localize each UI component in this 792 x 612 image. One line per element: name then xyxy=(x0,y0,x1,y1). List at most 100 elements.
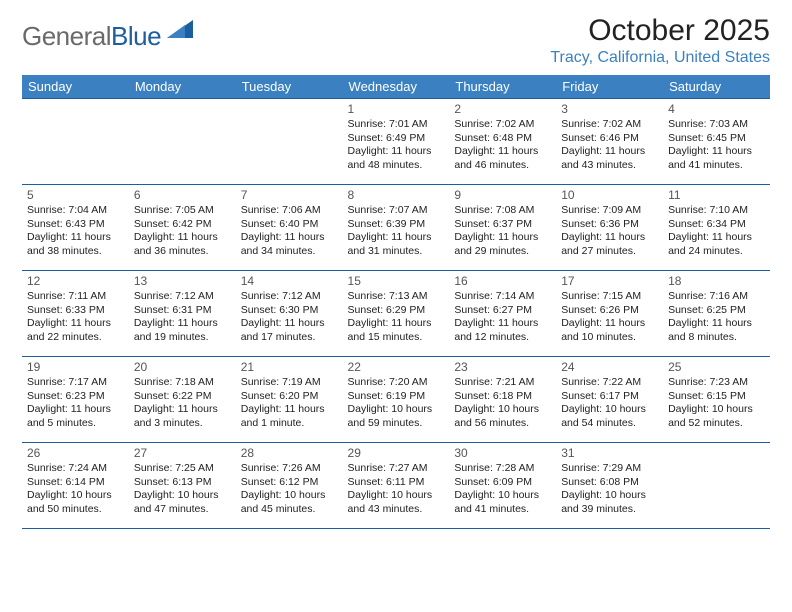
daylight-line: Daylight: 11 hours and 27 minutes. xyxy=(561,231,658,258)
calendar-cell: 1Sunrise: 7:01 AMSunset: 6:49 PMDaylight… xyxy=(343,99,450,185)
sunset-line: Sunset: 6:09 PM xyxy=(454,476,551,489)
daylight-line: Daylight: 10 hours and 56 minutes. xyxy=(454,403,551,430)
day-number: 2 xyxy=(454,102,551,117)
day-number: 8 xyxy=(348,188,445,203)
sunrise-line: Sunrise: 7:08 AM xyxy=(454,204,551,217)
day-number: 28 xyxy=(241,446,338,461)
logo-triangle-icon xyxy=(167,20,193,43)
daylight-line: Daylight: 10 hours and 52 minutes. xyxy=(668,403,765,430)
day-header: Saturday xyxy=(663,75,770,99)
sunset-line: Sunset: 6:46 PM xyxy=(561,132,658,145)
sunrise-line: Sunrise: 7:05 AM xyxy=(134,204,231,217)
day-number: 14 xyxy=(241,274,338,289)
daylight-line: Daylight: 11 hours and 29 minutes. xyxy=(454,231,551,258)
daylight-line: Daylight: 11 hours and 43 minutes. xyxy=(561,145,658,172)
day-header: Friday xyxy=(556,75,663,99)
daylight-line: Daylight: 11 hours and 17 minutes. xyxy=(241,317,338,344)
sunrise-line: Sunrise: 7:27 AM xyxy=(348,462,445,475)
daylight-line: Daylight: 11 hours and 31 minutes. xyxy=(348,231,445,258)
sunrise-line: Sunrise: 7:19 AM xyxy=(241,376,338,389)
day-number: 12 xyxy=(27,274,124,289)
day-header: Thursday xyxy=(449,75,556,99)
sunset-line: Sunset: 6:31 PM xyxy=(134,304,231,317)
daylight-line: Daylight: 11 hours and 5 minutes. xyxy=(27,403,124,430)
sunrise-line: Sunrise: 7:25 AM xyxy=(134,462,231,475)
daylight-line: Daylight: 10 hours and 39 minutes. xyxy=(561,489,658,516)
day-number: 19 xyxy=(27,360,124,375)
sunrise-line: Sunrise: 7:20 AM xyxy=(348,376,445,389)
day-number: 13 xyxy=(134,274,231,289)
day-number: 22 xyxy=(348,360,445,375)
sunset-line: Sunset: 6:26 PM xyxy=(561,304,658,317)
day-number: 1 xyxy=(348,102,445,117)
sunset-line: Sunset: 6:43 PM xyxy=(27,218,124,231)
day-number: 29 xyxy=(348,446,445,461)
daylight-line: Daylight: 11 hours and 22 minutes. xyxy=(27,317,124,344)
daylight-line: Daylight: 11 hours and 48 minutes. xyxy=(348,145,445,172)
logo-text-blue: Blue xyxy=(111,21,161,52)
day-number: 27 xyxy=(134,446,231,461)
sunset-line: Sunset: 6:48 PM xyxy=(454,132,551,145)
calendar-cell xyxy=(236,99,343,185)
sunset-line: Sunset: 6:13 PM xyxy=(134,476,231,489)
sunset-line: Sunset: 6:34 PM xyxy=(668,218,765,231)
sunrise-line: Sunrise: 7:02 AM xyxy=(561,118,658,131)
calendar-row: 1Sunrise: 7:01 AMSunset: 6:49 PMDaylight… xyxy=(22,99,770,185)
calendar-cell: 15Sunrise: 7:13 AMSunset: 6:29 PMDayligh… xyxy=(343,271,450,357)
day-header: Monday xyxy=(129,75,236,99)
calendar-cell: 25Sunrise: 7:23 AMSunset: 6:15 PMDayligh… xyxy=(663,357,770,443)
sunset-line: Sunset: 6:14 PM xyxy=(27,476,124,489)
calendar-cell: 23Sunrise: 7:21 AMSunset: 6:18 PMDayligh… xyxy=(449,357,556,443)
sunset-line: Sunset: 6:23 PM xyxy=(27,390,124,403)
daylight-line: Daylight: 10 hours and 50 minutes. xyxy=(27,489,124,516)
calendar-cell: 10Sunrise: 7:09 AMSunset: 6:36 PMDayligh… xyxy=(556,185,663,271)
sunrise-line: Sunrise: 7:18 AM xyxy=(134,376,231,389)
sunset-line: Sunset: 6:19 PM xyxy=(348,390,445,403)
day-header: Sunday xyxy=(22,75,129,99)
daylight-line: Daylight: 11 hours and 15 minutes. xyxy=(348,317,445,344)
sunset-line: Sunset: 6:17 PM xyxy=(561,390,658,403)
daylight-line: Daylight: 10 hours and 41 minutes. xyxy=(454,489,551,516)
calendar-cell: 27Sunrise: 7:25 AMSunset: 6:13 PMDayligh… xyxy=(129,443,236,529)
calendar-page: GeneralBlue October 2025 Tracy, Californ… xyxy=(0,0,792,612)
calendar-cell: 8Sunrise: 7:07 AMSunset: 6:39 PMDaylight… xyxy=(343,185,450,271)
sunset-line: Sunset: 6:42 PM xyxy=(134,218,231,231)
calendar-cell: 9Sunrise: 7:08 AMSunset: 6:37 PMDaylight… xyxy=(449,185,556,271)
sunset-line: Sunset: 6:22 PM xyxy=(134,390,231,403)
daylight-line: Daylight: 11 hours and 1 minute. xyxy=(241,403,338,430)
daylight-line: Daylight: 11 hours and 10 minutes. xyxy=(561,317,658,344)
calendar-cell: 18Sunrise: 7:16 AMSunset: 6:25 PMDayligh… xyxy=(663,271,770,357)
calendar-row: 26Sunrise: 7:24 AMSunset: 6:14 PMDayligh… xyxy=(22,443,770,529)
sunrise-line: Sunrise: 7:04 AM xyxy=(27,204,124,217)
day-number: 11 xyxy=(668,188,765,203)
calendar-cell: 17Sunrise: 7:15 AMSunset: 6:26 PMDayligh… xyxy=(556,271,663,357)
header: GeneralBlue October 2025 Tracy, Californ… xyxy=(22,14,770,67)
day-number: 21 xyxy=(241,360,338,375)
calendar-cell: 26Sunrise: 7:24 AMSunset: 6:14 PMDayligh… xyxy=(22,443,129,529)
sunrise-line: Sunrise: 7:28 AM xyxy=(454,462,551,475)
daylight-line: Daylight: 11 hours and 38 minutes. xyxy=(27,231,124,258)
calendar-cell: 4Sunrise: 7:03 AMSunset: 6:45 PMDaylight… xyxy=(663,99,770,185)
day-number: 7 xyxy=(241,188,338,203)
daylight-line: Daylight: 10 hours and 54 minutes. xyxy=(561,403,658,430)
calendar-cell: 22Sunrise: 7:20 AMSunset: 6:19 PMDayligh… xyxy=(343,357,450,443)
calendar-row: 19Sunrise: 7:17 AMSunset: 6:23 PMDayligh… xyxy=(22,357,770,443)
sunrise-line: Sunrise: 7:29 AM xyxy=(561,462,658,475)
day-number: 20 xyxy=(134,360,231,375)
daylight-line: Daylight: 11 hours and 34 minutes. xyxy=(241,231,338,258)
logo-text-general: General xyxy=(22,21,111,52)
day-number: 30 xyxy=(454,446,551,461)
calendar-cell: 30Sunrise: 7:28 AMSunset: 6:09 PMDayligh… xyxy=(449,443,556,529)
sunset-line: Sunset: 6:49 PM xyxy=(348,132,445,145)
sunset-line: Sunset: 6:40 PM xyxy=(241,218,338,231)
sunrise-line: Sunrise: 7:12 AM xyxy=(134,290,231,303)
calendar-cell: 7Sunrise: 7:06 AMSunset: 6:40 PMDaylight… xyxy=(236,185,343,271)
sunset-line: Sunset: 6:37 PM xyxy=(454,218,551,231)
sunrise-line: Sunrise: 7:16 AM xyxy=(668,290,765,303)
sunset-line: Sunset: 6:20 PM xyxy=(241,390,338,403)
sunset-line: Sunset: 6:29 PM xyxy=(348,304,445,317)
sunrise-line: Sunrise: 7:11 AM xyxy=(27,290,124,303)
sunrise-line: Sunrise: 7:24 AM xyxy=(27,462,124,475)
calendar-cell: 21Sunrise: 7:19 AMSunset: 6:20 PMDayligh… xyxy=(236,357,343,443)
calendar-cell: 16Sunrise: 7:14 AMSunset: 6:27 PMDayligh… xyxy=(449,271,556,357)
